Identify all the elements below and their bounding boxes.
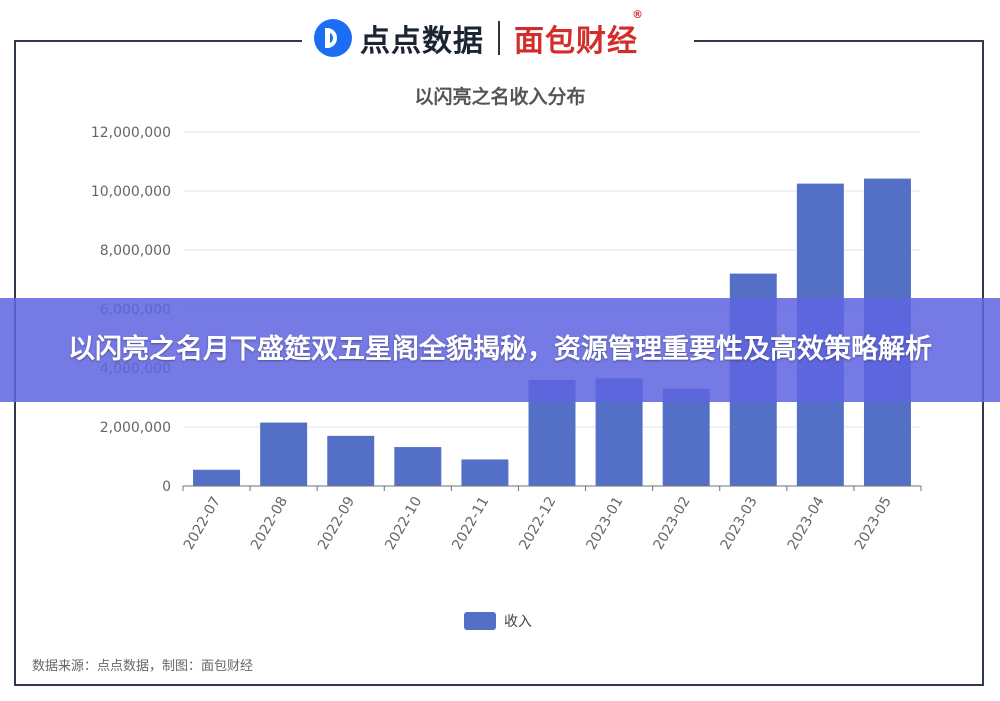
chart-title: 以闪亮之名收入分布 (414, 86, 586, 108)
legend-label: 收入 (504, 614, 532, 630)
x-tick-label: 2022-11 (449, 494, 492, 553)
data-source-note: 数据来源：点点数据，制图：面包财经 (32, 659, 254, 674)
logo-text-diandian: 点点数据 (360, 24, 484, 59)
legend-swatch (464, 612, 496, 630)
logo-text-mianbao: 面包财经 ® (514, 8, 644, 59)
x-tick-label: 2023-01 (583, 494, 626, 553)
y-tick-label: 8,000,000 (100, 243, 171, 259)
x-tick-label: 2022-07 (181, 494, 224, 553)
diandian-logo-icon (314, 19, 352, 57)
bar-2022-09[interactable] (327, 435, 375, 486)
x-tick-label: 2022-08 (248, 494, 291, 553)
bar-2022-11[interactable] (461, 459, 509, 486)
brand-logo: 点点数据 面包财经 ® (314, 8, 644, 62)
x-tick-label: 2022-12 (516, 494, 559, 553)
x-tick-label: 2023-03 (718, 494, 761, 553)
headline-banner: 以闪亮之名月下盛筵双五星阁全貌揭秘，资源管理重要性及高效策略解析 (0, 298, 1000, 402)
headline-text: 以闪亮之名月下盛筵双五星阁全貌揭秘，资源管理重要性及高效策略解析 (68, 334, 932, 365)
logo-divider (498, 21, 500, 55)
registered-mark: ® (632, 8, 644, 21)
x-tick-label: 2023-05 (852, 494, 895, 553)
x-tick-label: 2022-09 (315, 494, 358, 553)
x-axis-ticks: 2022-07 2022-08 2022-09 2022-10 2022-11 2022-… (181, 486, 922, 553)
bar-2022-10[interactable] (394, 447, 442, 486)
legend[interactable]: 收入 (464, 611, 532, 631)
x-tick-label: 2022-10 (382, 494, 425, 553)
x-tick-label: 2023-04 (785, 494, 828, 553)
bar-2022-07[interactable] (193, 469, 241, 486)
y-tick-label: 12,000,000 (91, 125, 171, 141)
x-tick-label: 2023-02 (651, 494, 694, 553)
bar-2022-08[interactable] (260, 422, 308, 486)
bar-2023-02[interactable] (662, 388, 710, 486)
y-tick-label: 10,000,000 (91, 184, 171, 200)
y-tick-label: 0 (162, 479, 171, 495)
y-tick-label: 2,000,000 (100, 420, 171, 436)
